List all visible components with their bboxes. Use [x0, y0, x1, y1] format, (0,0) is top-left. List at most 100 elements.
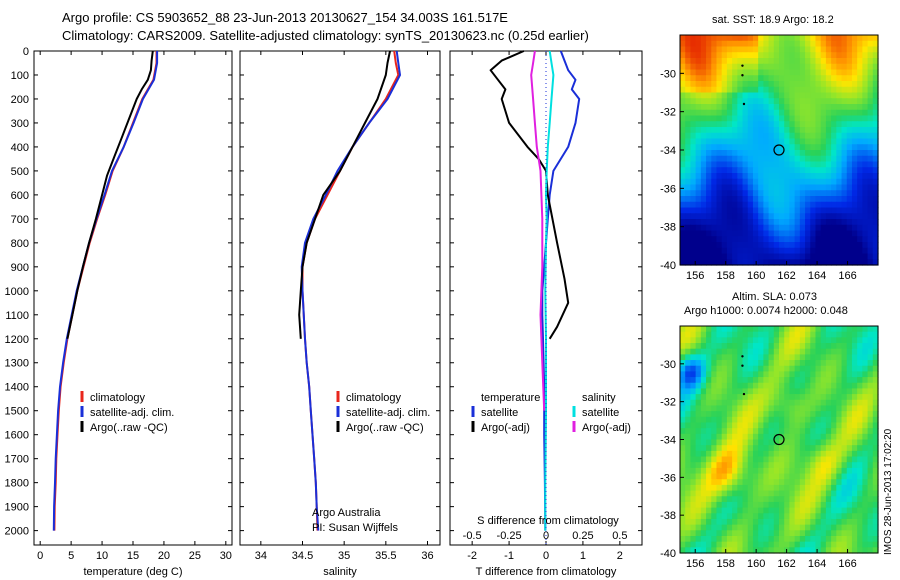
sla_map-cell — [810, 399, 817, 407]
sla_map-cell — [810, 405, 817, 412]
sla_map-cell — [726, 541, 733, 548]
sla_map-cell — [700, 388, 707, 395]
sst_map-cell — [700, 219, 707, 226]
sst_map-cell — [841, 109, 848, 117]
sla_map-cell — [857, 501, 863, 509]
sst_map-cell — [758, 201, 764, 209]
sst_map-cell — [711, 213, 718, 220]
sst_map-cell — [763, 173, 770, 180]
sst_map-cell — [773, 207, 780, 214]
sla_map-cell — [721, 439, 728, 446]
sla_map-cell — [700, 433, 707, 441]
sla_map-cell — [768, 382, 775, 390]
sla_map-cell — [726, 365, 733, 372]
sla_map-cell — [732, 365, 738, 372]
sla_map-cell — [799, 348, 806, 355]
sst_map-cell — [779, 184, 785, 191]
sst_map-track-point — [742, 102, 746, 106]
sst_map-cell — [706, 75, 712, 82]
sst_map-cell — [841, 40, 848, 48]
sla_map-cell — [851, 439, 858, 446]
sst_map-cell — [815, 253, 822, 260]
sla_map-cell — [836, 501, 843, 509]
sst_map-cell — [747, 196, 754, 203]
sst_map-cell — [794, 247, 801, 255]
sst_map-cell — [690, 190, 697, 197]
sla_map-cell — [851, 405, 858, 412]
difference-xtick-label: -2 — [467, 550, 477, 562]
sla_map-cell — [851, 456, 858, 463]
sst_map-cell — [763, 224, 770, 232]
sla_map-cell — [794, 343, 801, 350]
sst_map-cell — [857, 127, 863, 134]
sla_map-cell — [737, 331, 744, 338]
sla_map-cell — [825, 331, 832, 338]
sst_map-cell — [747, 253, 754, 260]
sst_map-cell — [695, 196, 702, 203]
sst_map-cell — [737, 121, 744, 128]
sst_map-cell — [747, 178, 754, 186]
sst_map-cell — [784, 230, 791, 237]
sla_map-cell — [732, 377, 738, 384]
sla_map-cell — [784, 462, 791, 469]
sst_map-cell — [846, 224, 853, 232]
sst_map-cell — [721, 167, 728, 174]
sla_map-cell — [867, 496, 874, 503]
sst_map-cell — [862, 127, 869, 134]
sla_map-cell — [732, 360, 738, 367]
sst_map-cell — [747, 75, 754, 82]
sst_map-cell — [752, 40, 759, 48]
sla_map-cell — [789, 360, 796, 367]
sla_map-cell — [752, 524, 759, 531]
temperature-ytick-label: 1100 — [5, 310, 29, 322]
sla_map-cell — [799, 433, 806, 441]
sla_map-cell — [851, 479, 858, 486]
sst_map-cell — [867, 52, 874, 59]
sst_map-cell — [732, 98, 738, 105]
sla_map-cell — [690, 405, 697, 412]
sla_map-cell — [789, 507, 796, 514]
sst_map-cell — [820, 115, 827, 122]
sst_map-cell — [706, 109, 712, 117]
sla_map-cell — [820, 547, 827, 554]
sla_map-cell — [857, 496, 863, 503]
sst_map-cell — [711, 92, 718, 99]
sst_map-cell — [799, 230, 806, 237]
sst_map-cell — [773, 104, 780, 111]
sla_map-cell — [794, 388, 801, 395]
sla_map-cell — [742, 456, 749, 463]
sla_map-cell — [758, 365, 764, 372]
sla_map-cell — [857, 348, 863, 355]
sla_map-cell — [747, 382, 754, 390]
difference-legend-label: Argo(-adj) — [582, 422, 631, 434]
sla_map-cell — [867, 490, 874, 497]
sla_map-cell — [857, 422, 863, 429]
sla_map-cell — [768, 547, 775, 554]
sst_map-cell — [737, 242, 744, 249]
sla_map-cell — [763, 377, 770, 384]
sla_map-cell — [737, 337, 744, 344]
sla_map-cell — [758, 467, 764, 475]
sst_map-cell — [836, 213, 843, 220]
sst_map-cell — [680, 173, 686, 180]
sst_map-cell — [721, 224, 728, 232]
sla_map-cell — [700, 348, 707, 355]
temperature-legend-label: Argo(..raw -QC) — [90, 422, 168, 434]
sla_map-cell — [836, 479, 843, 486]
sla_map-cell — [815, 371, 822, 378]
sla_map-cell — [685, 360, 692, 367]
sla_map-cell — [773, 365, 780, 372]
sla_map-cell — [872, 337, 879, 344]
sla_map-cell — [805, 530, 811, 537]
sst_map-cell — [742, 167, 749, 174]
sst_map-cell — [831, 230, 837, 237]
sst_map-cell — [805, 207, 811, 214]
sla_map-cell — [789, 428, 796, 435]
sst_map-cell — [695, 219, 702, 226]
sla_map-cell — [695, 450, 702, 458]
sst_map-cell — [726, 201, 733, 209]
sst_map-cell — [763, 178, 770, 186]
sla_map-cell — [779, 331, 785, 338]
sst_map-cell — [805, 69, 811, 76]
sst_map-cell — [763, 230, 770, 237]
